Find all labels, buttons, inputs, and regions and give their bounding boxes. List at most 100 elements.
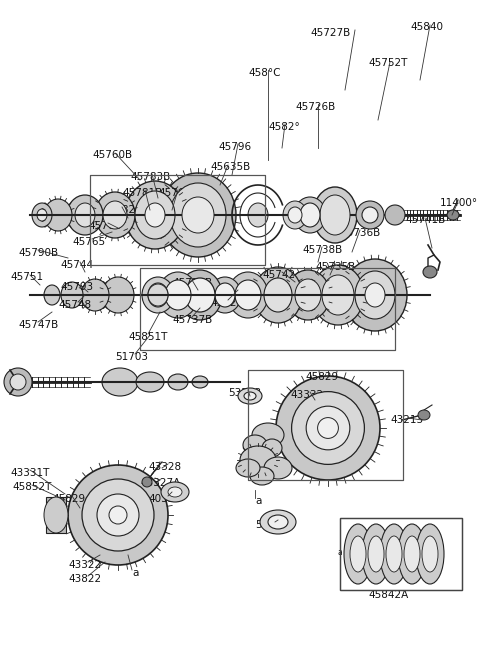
Text: 45793: 45793 [60, 282, 93, 292]
Text: 45635B: 45635B [210, 162, 250, 172]
Ellipse shape [136, 372, 164, 392]
Ellipse shape [294, 197, 326, 233]
Ellipse shape [37, 209, 47, 221]
Text: 45729: 45729 [210, 298, 243, 308]
Text: 45738B: 45738B [302, 245, 342, 255]
Bar [46, 497, 66, 533]
Ellipse shape [209, 277, 241, 313]
Text: 45736B: 45736B [340, 228, 380, 238]
Ellipse shape [248, 203, 268, 227]
Ellipse shape [423, 266, 437, 278]
Ellipse shape [288, 207, 302, 223]
Ellipse shape [168, 487, 182, 497]
Ellipse shape [243, 435, 267, 455]
Ellipse shape [380, 524, 408, 584]
Ellipse shape [365, 283, 385, 307]
Text: a: a [345, 562, 350, 571]
Ellipse shape [182, 197, 214, 233]
Ellipse shape [368, 536, 384, 572]
Text: 53513: 53513 [255, 520, 288, 530]
Text: 43322: 43322 [68, 560, 101, 570]
Text: a: a [372, 548, 377, 557]
Text: 43332: 43332 [290, 390, 323, 400]
Ellipse shape [142, 277, 174, 313]
Ellipse shape [240, 446, 276, 474]
Text: 45840: 45840 [410, 22, 443, 32]
Ellipse shape [135, 191, 175, 239]
Bar [90, 175, 265, 265]
Text: 45751: 45751 [10, 272, 43, 282]
Ellipse shape [44, 285, 60, 305]
Text: 45720B: 45720B [172, 278, 212, 288]
Text: 4582°: 4582° [268, 122, 300, 132]
Text: 43331T: 43331T [10, 468, 49, 478]
Ellipse shape [97, 494, 139, 536]
Ellipse shape [312, 265, 364, 325]
Ellipse shape [362, 207, 378, 223]
Bar [340, 518, 462, 590]
Ellipse shape [252, 423, 284, 447]
Text: 43328: 43328 [148, 462, 181, 472]
Ellipse shape [215, 283, 235, 307]
Ellipse shape [61, 282, 83, 308]
Ellipse shape [67, 195, 103, 235]
Ellipse shape [295, 279, 321, 311]
Ellipse shape [102, 368, 138, 396]
Ellipse shape [161, 482, 189, 502]
Text: 45741B: 45741B [405, 215, 445, 225]
Ellipse shape [158, 272, 198, 318]
Text: 45744: 45744 [60, 260, 93, 270]
Text: 45829: 45829 [52, 494, 85, 504]
Text: 43822: 43822 [68, 574, 101, 584]
Ellipse shape [148, 283, 168, 307]
Text: 45761C: 45761C [158, 188, 199, 198]
Ellipse shape [343, 259, 407, 331]
Bar [248, 370, 403, 480]
Ellipse shape [350, 536, 366, 572]
Ellipse shape [306, 406, 350, 450]
Text: 45735B: 45735B [315, 262, 355, 272]
Ellipse shape [385, 205, 405, 225]
Ellipse shape [404, 536, 420, 572]
Text: 45790B: 45790B [18, 248, 58, 258]
Text: 45829: 45829 [305, 372, 338, 382]
Ellipse shape [355, 271, 395, 319]
Text: 45842A: 45842A [368, 590, 408, 600]
Text: 458°C: 458°C [248, 68, 280, 78]
Ellipse shape [145, 203, 165, 227]
Ellipse shape [125, 181, 185, 249]
Ellipse shape [4, 368, 32, 396]
Text: 45752T: 45752T [368, 58, 408, 68]
Ellipse shape [142, 477, 152, 487]
Ellipse shape [44, 199, 72, 231]
Ellipse shape [322, 275, 354, 315]
Ellipse shape [95, 192, 135, 238]
Text: 45726B: 45726B [295, 102, 335, 112]
Text: 45851T: 45851T [128, 332, 168, 342]
Text: a: a [338, 548, 343, 557]
Text: 51703: 51703 [115, 352, 148, 362]
Ellipse shape [148, 284, 168, 306]
Text: 45765: 45765 [72, 237, 105, 247]
Ellipse shape [300, 203, 320, 227]
Ellipse shape [192, 376, 208, 388]
Ellipse shape [236, 459, 260, 477]
Text: 53513: 53513 [228, 388, 261, 398]
Text: a: a [355, 554, 360, 563]
Ellipse shape [344, 524, 372, 584]
Text: 45852T: 45852T [12, 482, 51, 492]
Ellipse shape [168, 374, 188, 390]
Text: 45766: 45766 [88, 221, 121, 231]
Bar [340, 518, 462, 590]
Ellipse shape [244, 392, 256, 400]
Ellipse shape [422, 536, 438, 572]
Text: 11400°: 11400° [440, 198, 478, 208]
Ellipse shape [81, 279, 109, 311]
Ellipse shape [262, 439, 282, 457]
Ellipse shape [250, 467, 274, 485]
Ellipse shape [276, 376, 380, 480]
Ellipse shape [82, 479, 154, 551]
Text: 45748: 45748 [58, 300, 91, 310]
Ellipse shape [165, 280, 191, 310]
Ellipse shape [178, 270, 222, 320]
